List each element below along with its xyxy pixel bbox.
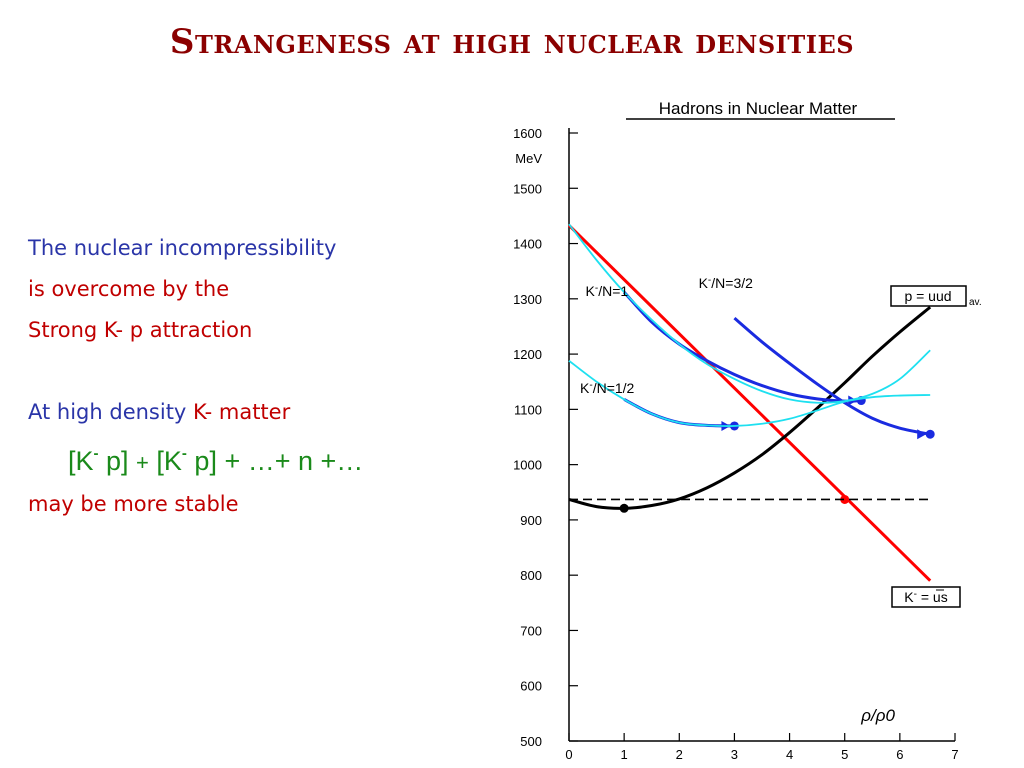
kaon-label: K- = us <box>904 589 947 605</box>
text-line-6: may be more stable <box>28 492 239 516</box>
proton-label-box <box>890 285 967 307</box>
text-line-3: Strong K- p attraction <box>28 318 253 342</box>
text-line-2-a: is <box>28 277 52 301</box>
y-unit-label: MeV <box>515 151 542 166</box>
x-tick-label: 5 <box>841 747 848 762</box>
series-line-7 <box>568 360 931 427</box>
x-tick-label: 4 <box>786 747 793 762</box>
proton-label: p = uud <box>904 288 951 304</box>
x-tick-label: 3 <box>731 747 738 762</box>
series-line-3 <box>623 291 862 403</box>
x-tick-label: 0 <box>565 747 572 762</box>
x-tick-label: 2 <box>676 747 683 762</box>
slide-title: Strangeness at high nuclear densities <box>169 22 855 62</box>
formula-plus: + <box>136 450 149 475</box>
text-line-4: At high density K- matter <box>28 392 468 433</box>
x-tick-label: 6 <box>896 747 903 762</box>
text-line-2: is overcome by the <box>28 269 468 310</box>
text-line-4-b: K- matter <box>193 400 291 424</box>
text-line-1: The nuclear incompressibility <box>28 236 337 260</box>
y-tick-label: 700 <box>520 623 542 638</box>
chart-layer: Hadrons in Nuclear Matter 500 600 700 800 900… <box>513 99 982 762</box>
curve-label-1: K-/N=3/2 <box>699 275 754 291</box>
series-marker-1 <box>619 503 629 513</box>
y-tick-label: 1400 <box>513 237 542 252</box>
y-tick-label: 1600 <box>513 126 542 141</box>
formula-part-1: [K <box>68 446 94 476</box>
text-line-2-b: overcome by the <box>51 277 230 301</box>
formula-part-4: p] + …+ n +… <box>186 446 364 476</box>
kaon-matter-formula: [K- p] + [K- p] + …+ n +… <box>28 433 468 484</box>
series-line-6 <box>568 223 931 404</box>
y-tick-label: 1000 <box>513 458 542 473</box>
kaon-label-box <box>891 586 961 608</box>
text-spacer <box>28 351 468 392</box>
y-tick-label: 1300 <box>513 292 542 307</box>
y-tick-label: 600 <box>520 679 542 694</box>
text-line-4-a: At high density <box>28 400 194 424</box>
chart-title: Hadrons in Nuclear Matter <box>659 99 858 118</box>
series-marker-4 <box>925 429 935 439</box>
text-block: The nuclear incompressibility is overcom… <box>28 228 468 525</box>
y-tick-label: 500 <box>520 734 542 749</box>
series-line-1 <box>568 305 932 510</box>
formula-part-2: p] <box>98 446 137 476</box>
y-tick-label: 900 <box>520 513 542 528</box>
y-tick-label: 800 <box>520 568 542 583</box>
proton-label-suffix: av. <box>969 297 982 308</box>
formula-part-3: [K <box>148 446 182 476</box>
formula-sup-1: - <box>93 445 99 462</box>
x-tick-label: 7 <box>951 747 958 762</box>
series-marker-0 <box>840 494 850 504</box>
hadrons-chart: Hadrons in Nuclear Matter 500 600 700 800 900… <box>513 99 982 762</box>
x-tick-label: 1 <box>621 747 628 762</box>
formula-sup-2: - <box>181 445 187 462</box>
curve-label-2: K-/N=1/2 <box>580 380 635 396</box>
y-tick-label: 1500 <box>513 181 542 196</box>
series-line-0 <box>567 224 932 582</box>
curve-label-0: K-/N=1 <box>586 283 629 299</box>
series-line-4 <box>733 317 931 436</box>
series-arrow-4 <box>917 429 927 440</box>
y-tick-label: 1100 <box>514 402 542 417</box>
y-tick-label: 1200 <box>513 347 542 362</box>
x-axis-label: ρ/ρ0 <box>860 706 895 725</box>
